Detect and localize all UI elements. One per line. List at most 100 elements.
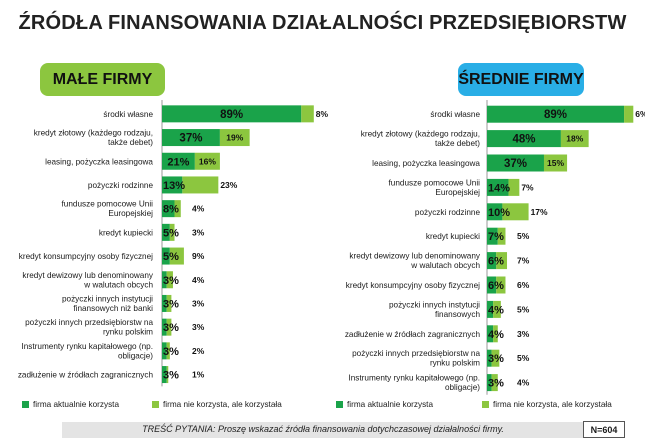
panel-1-bar-current (487, 325, 494, 343)
panel-0-value-current: 8% (163, 204, 179, 216)
panel-1-value-current: 10% (488, 207, 510, 219)
panel-1-value-current: 3% (488, 353, 504, 365)
panel-0-category-label: Instrumenty rynku kapitałowego (np. oblig… (21, 342, 153, 361)
panel-0-value-current: 3% (163, 298, 179, 310)
panel-0-value-considered: 16% (199, 156, 216, 166)
panel-0-bar-current (162, 294, 167, 312)
panel-1-category-label: kredyt dewizowy lub denominowany w waluta… (349, 252, 481, 271)
panel-1-category-label: leasing, pożyczka leasingowa (372, 159, 480, 168)
panel-0-bar-current (162, 366, 167, 384)
panel-0-bar-considered (219, 129, 250, 147)
panel-1-value-considered: 5% (517, 353, 530, 363)
panel-1-value-considered: 17% (531, 207, 548, 217)
panel-1-value-current: 4% (488, 304, 504, 316)
panel-0-bar-current (162, 318, 167, 336)
panel-1-bar-current (487, 105, 625, 123)
panel-1-value-current: 48% (512, 134, 535, 146)
panel-1-bar-considered (493, 300, 501, 318)
footer-note-background (62, 422, 584, 438)
panel-0-category-label: kredyt złotowy (każdego rodzaju, także de… (34, 129, 154, 148)
panel-0-bar-considered (194, 152, 220, 170)
panel-0-value-considered: 3% (192, 298, 205, 308)
panel-0-bar-considered (169, 223, 175, 241)
panel-1-value-considered: 7% (517, 256, 530, 266)
panel-1-category-label: zadłużenie w źródłach zagranicznych (345, 330, 481, 339)
panel-0-value-considered: 23% (220, 180, 237, 190)
panel-0-bar-current (162, 247, 170, 265)
panel-1-value-considered: 5% (517, 231, 530, 241)
panel-1-bar-considered (491, 349, 500, 367)
panel-1-bar-current (487, 178, 509, 196)
panel-0-value-current: 3% (163, 322, 179, 334)
panel-0-category-label: kredyt dewizowy lub denominowany w waluta… (22, 271, 154, 290)
panel-0-bar-current (162, 342, 167, 360)
page-title: ŹRÓDŁA FINANSOWANIA DZIAŁALNOŚCI PRZEDSI… (18, 12, 627, 34)
panel-0-bar-current (162, 223, 170, 241)
panel-0-value-current: 89% (220, 109, 243, 121)
panel-1-category-label: kredyt złotowy (każdego rodzaju, także de… (361, 130, 481, 149)
panel-1-bar-considered (502, 203, 529, 221)
panel-1-category-label: pożyczki innych instytucji finansowych (389, 300, 480, 319)
panel-1-bar-current (487, 300, 494, 318)
panel-1-bar-current (487, 374, 492, 392)
panel-0-value-current: 13% (163, 180, 185, 192)
panel-1-bar-considered (543, 154, 568, 172)
panel-0-value-current: 21% (167, 156, 189, 168)
panel-0-category-label: pożyczki innych instytucji finansowych ni… (62, 294, 153, 313)
panel-1-bar-considered (560, 130, 589, 148)
panel-1-bar-current (487, 154, 544, 172)
legend-swatch-current (336, 401, 343, 408)
panel-1-value-current: 6% (488, 280, 504, 292)
panel-0-bar-considered (182, 176, 219, 194)
panel-1-bar-considered (508, 178, 520, 196)
panel-0-bar-considered (166, 342, 170, 360)
panel-0-value-considered: 1% (192, 370, 205, 380)
panel-0-value-considered: 4% (192, 275, 205, 285)
sample-size-box: N=604 (583, 421, 625, 438)
panel-0-category-label: pożyczki innych przedsiębiorstw na rynku … (25, 318, 153, 337)
panel-0-bar-considered (301, 105, 314, 123)
panel-1-bar-current (487, 252, 497, 270)
panel-1-value-considered: 15% (547, 158, 564, 168)
panel-1-category-label: kredyt konsumpcyjny osoby fizycznej (346, 281, 480, 290)
small-firms-badge: MAŁE FIRMY (40, 63, 165, 96)
legend-label-considered: firma nie korzysta, ale korzystała (493, 400, 612, 409)
panel-0-value-current: 3% (163, 346, 179, 358)
panel-1-bar-considered (496, 276, 506, 294)
panel-1-bar-current (487, 349, 492, 367)
panel-0-value-considered: 2% (192, 346, 205, 356)
panel-1-bar-current (487, 227, 498, 245)
panel-1-value-current: 6% (488, 256, 504, 268)
panel-0-bar-considered (166, 366, 169, 384)
panel-0-bar-considered (169, 247, 184, 265)
panel-0-category-label: zadłużenie w źródłach zagranicznych (18, 371, 154, 380)
panel-0-value-current: 5% (163, 227, 179, 239)
panel-1-category-label: kredyt kupiecki (426, 232, 480, 241)
panel-1-value-considered: 6% (635, 109, 645, 119)
panel-1-value-considered: 18% (566, 134, 583, 144)
panel-0-bar-considered (174, 200, 181, 218)
panel-0-bar-considered (166, 294, 172, 312)
panel-0-value-considered: 8% (316, 109, 329, 119)
panel-1-value-current: 89% (544, 109, 567, 121)
panel-0-category-label: środki własne (103, 110, 153, 119)
panel-1-value-considered: 7% (521, 182, 534, 192)
legend-label-current: firma aktualnie korzysta (347, 400, 433, 409)
panel-1-bar-considered (624, 105, 634, 123)
panel-1-bar-current (487, 276, 497, 294)
panel-0-value-considered: 3% (192, 227, 205, 237)
panel-1-category-label: pożyczki innych przedsiębiorstw na rynku … (352, 349, 480, 368)
question-note: TREŚĆ PYTANIA: Proszę wskazać źródła fin… (142, 424, 504, 434)
panel-0-bar-considered (166, 318, 172, 336)
panel-1-value-considered: 6% (517, 280, 530, 290)
panel-0-bar-current (162, 200, 175, 218)
panel-1-category-label: pożyczki rodzinne (415, 208, 481, 217)
legend-label-current: firma aktualnie korzysta (33, 400, 119, 409)
panel-0-bar-considered (166, 271, 173, 289)
panel-1-category-label: fundusze pomocowe Unii Europejskiej (389, 178, 481, 197)
panel-0-category-label: pożyczki rodzinne (88, 181, 154, 190)
panel-1-value-current: 37% (504, 158, 527, 170)
panel-1-category-label: środki własne (430, 110, 480, 119)
legend-swatch-considered (482, 401, 489, 408)
